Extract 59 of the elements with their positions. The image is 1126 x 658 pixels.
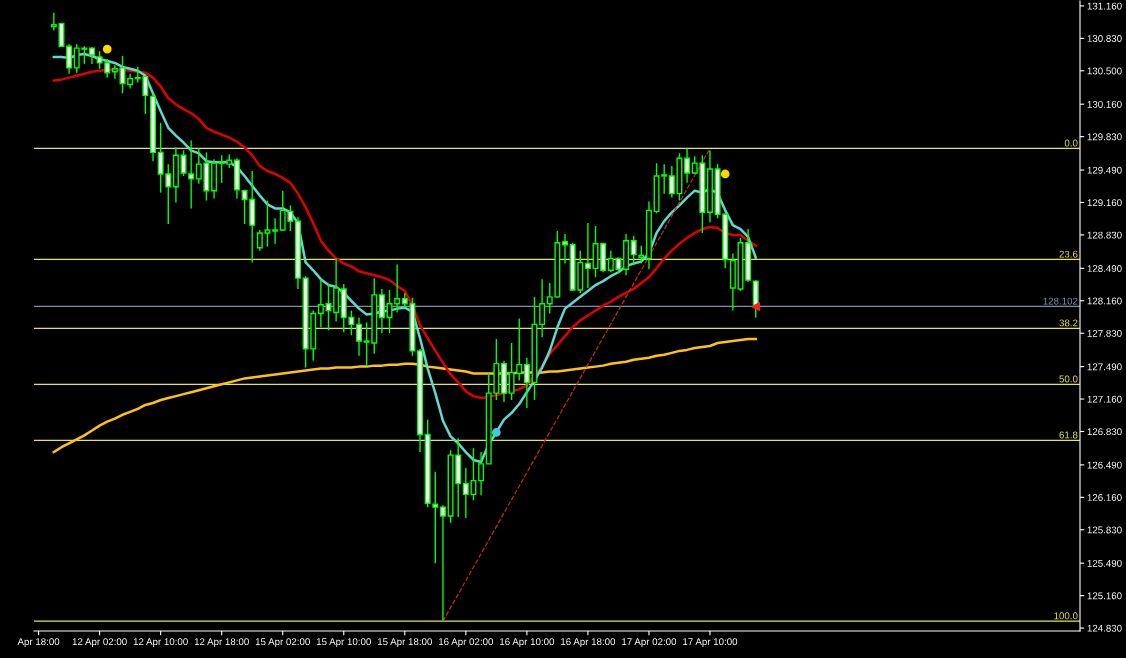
y-tick-label: 126.490 [1087,461,1122,469]
candlestick [478,451,485,497]
x-tick-label: 12 Apr 18:00 [194,638,249,648]
candlestick [684,147,691,184]
candlestick [562,233,568,265]
x-tick-label: Apr 18:00 [17,638,60,648]
x-tick-label: 12 Apr 10:00 [133,638,188,648]
candlestick [66,43,73,75]
point [720,169,730,179]
y-tick-label: 128.830 [1087,231,1122,239]
x-tick-label: 15 Apr 02:00 [255,638,310,648]
candlestick [432,471,439,564]
candlestick [111,64,118,80]
x-tick-label: 17 Apr 10:00 [683,638,738,648]
y-tick-label: 128.160 [1087,297,1122,305]
y-tick-label: 129.490 [1087,166,1122,174]
candlestick [378,288,385,334]
annotation: 38.2 [1059,319,1078,327]
y-tick-label: 128.490 [1087,265,1122,272]
y-tick-label: 125.830 [1087,526,1122,534]
y-tick-label: 131.160 [1087,2,1122,10]
y-tick-label: 125.490 [1087,559,1122,567]
x-tick-label: 16 Apr 02:00 [439,638,494,648]
y-tick-label: 130.830 [1087,35,1122,42]
y-tick-label: 125.160 [1087,592,1122,600]
y-tick-label: 127.490 [1087,363,1122,371]
candlestick [439,504,446,622]
candlestick [356,316,362,357]
y-tick-label: 126.160 [1087,494,1122,501]
candlestick [630,235,637,267]
candlestick [272,217,279,245]
x-tick-label: 17 Apr 02:00 [622,638,677,648]
y-tick-label: 124.830 [1087,624,1122,632]
y-tick-label: 130.500 [1087,67,1122,75]
ref-line-label: 128.102 [1043,297,1078,305]
annotation: 0.0 [1064,139,1078,147]
point [751,302,761,312]
x-tick-label: 15 Apr 18:00 [377,638,432,648]
y-tick-label: 127.160 [1087,395,1122,403]
candlestick [539,278,546,338]
x-tick-label: 16 Apr 10:00 [500,638,555,648]
x-tick-label: 12 Apr 02:00 [72,638,127,648]
y-tick-label: 127.830 [1087,329,1122,337]
annotation: 100.0 [1054,612,1078,620]
annotation: 61.8 [1059,431,1078,439]
x-tick-label: 16 Apr 18:00 [561,638,616,648]
annotation: 50.0 [1059,375,1078,383]
x-tick-label: 15 Apr 10:00 [316,638,371,648]
y-tick-label: 126.830 [1087,428,1122,436]
line-series [52,337,757,454]
candlestick [584,222,591,289]
candlestick [523,357,530,409]
candlestick [317,278,324,328]
annotation: 23.6 [1059,250,1078,258]
y-tick-label: 129.160 [1087,199,1122,207]
y-tick-label: 130.160 [1087,100,1122,108]
y-tick-label: 129.830 [1087,133,1122,141]
point [102,44,112,54]
point [491,428,501,437]
